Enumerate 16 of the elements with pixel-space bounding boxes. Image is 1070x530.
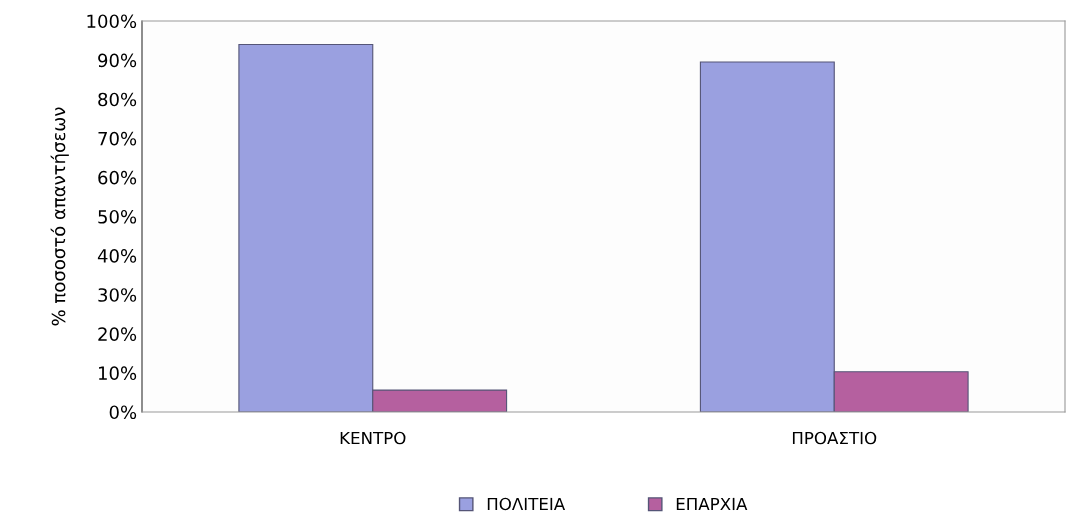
y-tick-label: 40% (97, 249, 137, 263)
legend-label: ΕΠΑΡΧΙΑ (676, 497, 748, 511)
y-tick-label: 30% (98, 288, 137, 302)
y-axis-title: % ποσοστό απαντήσεων (50, 107, 69, 326)
y-tick-label: 100% (87, 14, 137, 29)
y-tick-label: 10% (98, 366, 137, 381)
x-tick-label: ΚΕΝΤΡΟ (340, 431, 406, 445)
x-tick-label: ΠΡΟΑΣΤΙΟ (792, 431, 877, 445)
y-tick-label: 50% (98, 209, 137, 224)
y-tick-label: 0% (109, 405, 137, 420)
y-tick-label: 70% (98, 131, 137, 146)
y-tick-label: 60% (98, 170, 137, 185)
y-tick-label: 80% (98, 92, 137, 107)
y-tick-label: 90% (98, 53, 137, 68)
y-tick-label: 20% (98, 327, 137, 341)
legend-label: ΠΟΛΙΤΕΙΑ (487, 497, 566, 511)
